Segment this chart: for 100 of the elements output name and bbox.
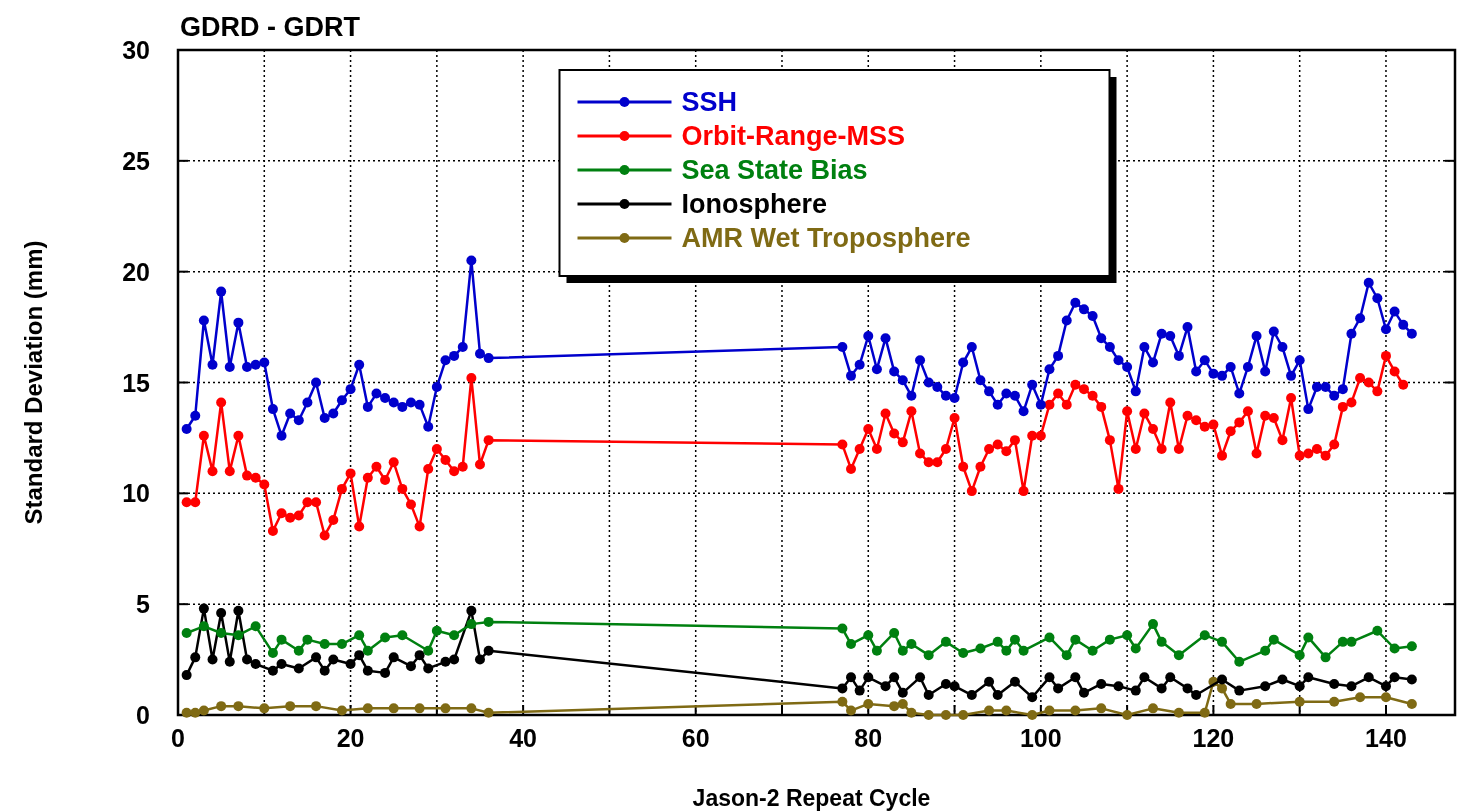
point	[871, 645, 882, 656]
point	[1303, 632, 1314, 643]
point	[354, 630, 365, 641]
point	[336, 705, 347, 716]
point	[466, 703, 477, 714]
point	[250, 621, 261, 632]
point	[380, 632, 391, 643]
point	[923, 710, 934, 720]
point	[1225, 698, 1236, 709]
point	[1372, 625, 1383, 636]
point	[319, 639, 330, 650]
point	[846, 639, 857, 650]
point	[889, 701, 900, 712]
legend-label: AMR Wet Troposphere	[681, 223, 971, 253]
point	[1199, 707, 1210, 718]
point	[302, 634, 313, 645]
point	[958, 647, 969, 658]
point	[940, 710, 951, 720]
point	[362, 645, 373, 656]
point	[1148, 703, 1159, 714]
y-tick-label: 20	[122, 257, 150, 286]
point	[449, 630, 460, 641]
y-tick-label: 5	[136, 590, 151, 619]
point	[233, 630, 244, 641]
point	[958, 710, 969, 720]
point	[431, 625, 442, 636]
point	[897, 698, 908, 709]
point	[1217, 636, 1228, 647]
legend-label: Ionosphere	[681, 189, 828, 219]
point	[1406, 641, 1417, 652]
point	[285, 701, 296, 712]
point	[1070, 634, 1081, 645]
point	[216, 701, 227, 712]
x-tick-label: 120	[1192, 724, 1235, 752]
point	[863, 630, 874, 641]
point	[198, 621, 209, 632]
point	[440, 703, 451, 714]
point	[1294, 696, 1305, 707]
x-tick-label: 0	[171, 724, 185, 752]
y-tick-label: 10	[122, 479, 150, 508]
point	[923, 650, 934, 661]
point	[1001, 705, 1012, 716]
point	[897, 645, 908, 656]
chart-title: GDRD - GDRT	[180, 12, 361, 42]
point	[362, 703, 373, 714]
point	[1199, 630, 1210, 641]
point	[1130, 643, 1141, 654]
point	[837, 623, 848, 634]
point	[1018, 645, 1029, 656]
point	[1061, 650, 1072, 661]
point	[190, 707, 201, 718]
legend-label: Sea State Bias	[681, 155, 868, 185]
point	[483, 616, 494, 627]
point	[1380, 692, 1391, 703]
point	[906, 639, 917, 650]
point	[1337, 636, 1348, 647]
y-tick-label: 30	[122, 36, 150, 64]
point	[1234, 656, 1245, 667]
point	[1027, 710, 1038, 720]
point	[1355, 692, 1366, 703]
x-axis-title: Jason-2 Repeat Cycle	[692, 785, 931, 811]
legend-label: SSH	[681, 87, 738, 117]
point	[1173, 707, 1184, 718]
y-tick-label: 25	[122, 146, 151, 175]
point	[483, 707, 494, 718]
point	[216, 627, 227, 638]
point	[1217, 683, 1228, 694]
x-tick-label: 140	[1365, 724, 1407, 752]
point	[466, 619, 477, 630]
point	[906, 707, 917, 718]
y-tick-label: 15	[122, 368, 151, 397]
legend-label: Orbit-Range-MSS	[681, 121, 906, 151]
point	[837, 696, 848, 707]
point	[276, 634, 287, 645]
point	[1070, 705, 1081, 716]
point	[1268, 634, 1279, 645]
point	[846, 705, 857, 716]
point	[388, 703, 399, 714]
point	[1251, 698, 1262, 709]
point	[259, 703, 270, 714]
point	[267, 647, 278, 658]
point	[293, 645, 304, 656]
point	[863, 698, 874, 709]
x-tick-label: 80	[854, 724, 883, 752]
point	[992, 636, 1003, 647]
point	[1294, 650, 1305, 661]
point	[1096, 703, 1107, 714]
point	[336, 639, 347, 650]
point	[198, 705, 209, 716]
point	[1122, 630, 1133, 641]
point	[1001, 645, 1012, 656]
point	[940, 636, 951, 647]
point	[414, 703, 425, 714]
x-tick-label: 60	[681, 724, 710, 752]
point	[889, 627, 900, 638]
point	[311, 701, 322, 712]
point	[1389, 643, 1400, 654]
point	[1406, 698, 1417, 709]
point	[1148, 619, 1159, 630]
point	[397, 630, 408, 641]
